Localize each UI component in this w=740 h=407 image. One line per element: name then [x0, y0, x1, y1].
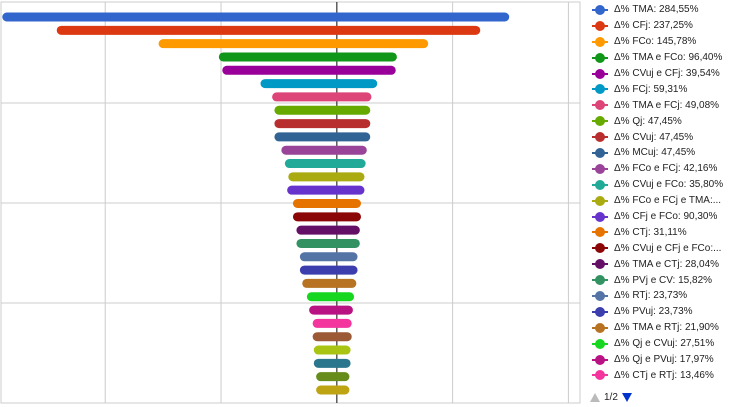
legend-marker-icon — [592, 84, 608, 95]
tornado-chart — [0, 1, 581, 404]
legend-label: Δ% CVuj e CFj e FCo:... — [614, 242, 722, 254]
legend-item-3[interactable]: Δ% FCo: 145,78% — [592, 34, 738, 50]
legend-marker-icon — [592, 338, 608, 349]
legend-marker-icon — [592, 179, 608, 190]
legend-label: Δ% TMA e RTj: 21,90% — [614, 322, 719, 334]
legend-item-14[interactable]: Δ% CFj e FCo: 90,30% — [592, 209, 738, 225]
legend-marker-icon — [592, 20, 608, 31]
legend-marker-icon — [592, 243, 608, 254]
legend-marker-icon — [592, 163, 608, 174]
legend-marker-icon — [592, 322, 608, 333]
legend-marker-icon — [592, 195, 608, 206]
legend-item-1[interactable]: Δ% TMA: 284,55% — [592, 2, 738, 18]
legend-marker-icon — [592, 354, 608, 365]
legend-item-20[interactable]: Δ% PVuj: 23,73% — [592, 304, 738, 320]
legend-label: Δ% FCj: 59,31% — [614, 83, 688, 95]
legend-next-page-icon[interactable] — [621, 393, 632, 402]
legend-label: Δ% FCo e FCj e TMA:... — [614, 195, 722, 207]
legend-label: Δ% TMA e CTj: 28,04% — [614, 258, 720, 270]
legend-label: Δ% FCo: 145,78% — [614, 36, 697, 48]
legend-marker-icon — [592, 306, 608, 317]
legend-item-13[interactable]: Δ% FCo e FCj e TMA:... — [592, 193, 738, 209]
legend-marker-icon — [592, 100, 608, 111]
legend-item-16[interactable]: Δ% CVuj e CFj e FCo:... — [592, 240, 738, 256]
legend-label: Δ% CTj e RTj: 13,46% — [614, 369, 714, 381]
legend-label: Δ% CFj: 237,25% — [614, 20, 693, 32]
legend-label: Δ% FCo e FCj: 42,16% — [614, 163, 718, 175]
legend-item-7[interactable]: Δ% TMA e FCj: 49,08% — [592, 97, 738, 113]
legend-item-5[interactable]: Δ% CVuj e CFj: 39,54% — [592, 66, 738, 82]
legend-item-15[interactable]: Δ% CTj: 31,11% — [592, 224, 738, 240]
legend-item-18[interactable]: Δ% PVj e CV: 15,82% — [592, 272, 738, 288]
legend-label: Δ% TMA e FCo: 96,40% — [614, 52, 723, 64]
legend-item-19[interactable]: Δ% RTj: 23,73% — [592, 288, 738, 304]
legend-label: Δ% PVj e CV: 15,82% — [614, 274, 713, 286]
legend-item-17[interactable]: Δ% TMA e CTj: 28,04% — [592, 256, 738, 272]
legend-item-12[interactable]: Δ% CVuj e FCo: 35,80% — [592, 177, 738, 193]
legend-label: Δ% MCuj: 47,45% — [614, 147, 696, 159]
legend-marker-icon — [592, 275, 608, 286]
legend-item-24[interactable]: Δ% CTj e RTj: 13,46% — [592, 367, 738, 383]
legend-marker-icon — [592, 227, 608, 238]
legend-item-6[interactable]: Δ% FCj: 59,31% — [592, 81, 738, 97]
legend-label: Δ% CVuj e FCo: 35,80% — [614, 179, 724, 191]
legend-pager: 1/2 — [590, 392, 632, 403]
legend-item-4[interactable]: Δ% TMA e FCo: 96,40% — [592, 50, 738, 66]
legend-label: Δ% CVuj e CFj: 39,54% — [614, 68, 720, 79]
legend-prev-page-icon[interactable] — [590, 393, 600, 402]
chart-legend: Δ% TMA: 284,55% Δ% CFj: 237,25% Δ% FCo: 14… — [592, 2, 738, 383]
legend-label: Δ% Qj e CVuj: 27,51% — [614, 338, 715, 350]
legend-item-9[interactable]: Δ% CVuj: 47,45% — [592, 129, 738, 145]
legend-marker-icon — [592, 68, 608, 79]
legend-label: Δ% Qj: 47,45% — [614, 115, 682, 127]
legend-label: Δ% CFj e FCo: 90,30% — [614, 211, 718, 223]
legend-label: Δ% Qj e PVuj: 17,97% — [614, 354, 714, 366]
legend-marker-icon — [592, 116, 608, 127]
legend-marker-icon — [592, 211, 608, 222]
legend-item-11[interactable]: Δ% FCo e FCj: 42,16% — [592, 161, 738, 177]
legend-marker-icon — [592, 52, 608, 63]
legend-page-indicator: 1/2 — [604, 392, 618, 403]
legend-item-2[interactable]: Δ% CFj: 237,25% — [592, 18, 738, 34]
legend-label: Δ% RTj: 23,73% — [614, 290, 688, 302]
legend-label: Δ% TMA e FCj: 49,08% — [614, 99, 720, 111]
legend-marker-icon — [592, 147, 608, 158]
legend-item-10[interactable]: Δ% MCuj: 47,45% — [592, 145, 738, 161]
legend-label: Δ% PVuj: 23,73% — [614, 306, 693, 318]
legend-item-21[interactable]: Δ% TMA e RTj: 21,90% — [592, 320, 738, 336]
legend-marker-icon — [592, 370, 608, 381]
legend-marker-icon — [592, 4, 608, 15]
legend-item-22[interactable]: Δ% Qj e CVuj: 27,51% — [592, 336, 738, 352]
legend-marker-icon — [592, 290, 608, 301]
legend-item-8[interactable]: Δ% Qj: 47,45% — [592, 113, 738, 129]
legend-item-23[interactable]: Δ% Qj e PVuj: 17,97% — [592, 352, 738, 368]
legend-marker-icon — [592, 36, 608, 47]
legend-label: Δ% TMA: 284,55% — [614, 4, 699, 16]
legend-label: Δ% CTj: 31,11% — [614, 226, 687, 238]
legend-label: Δ% CVuj: 47,45% — [614, 131, 694, 143]
legend-marker-icon — [592, 132, 608, 143]
legend-marker-icon — [592, 259, 608, 270]
